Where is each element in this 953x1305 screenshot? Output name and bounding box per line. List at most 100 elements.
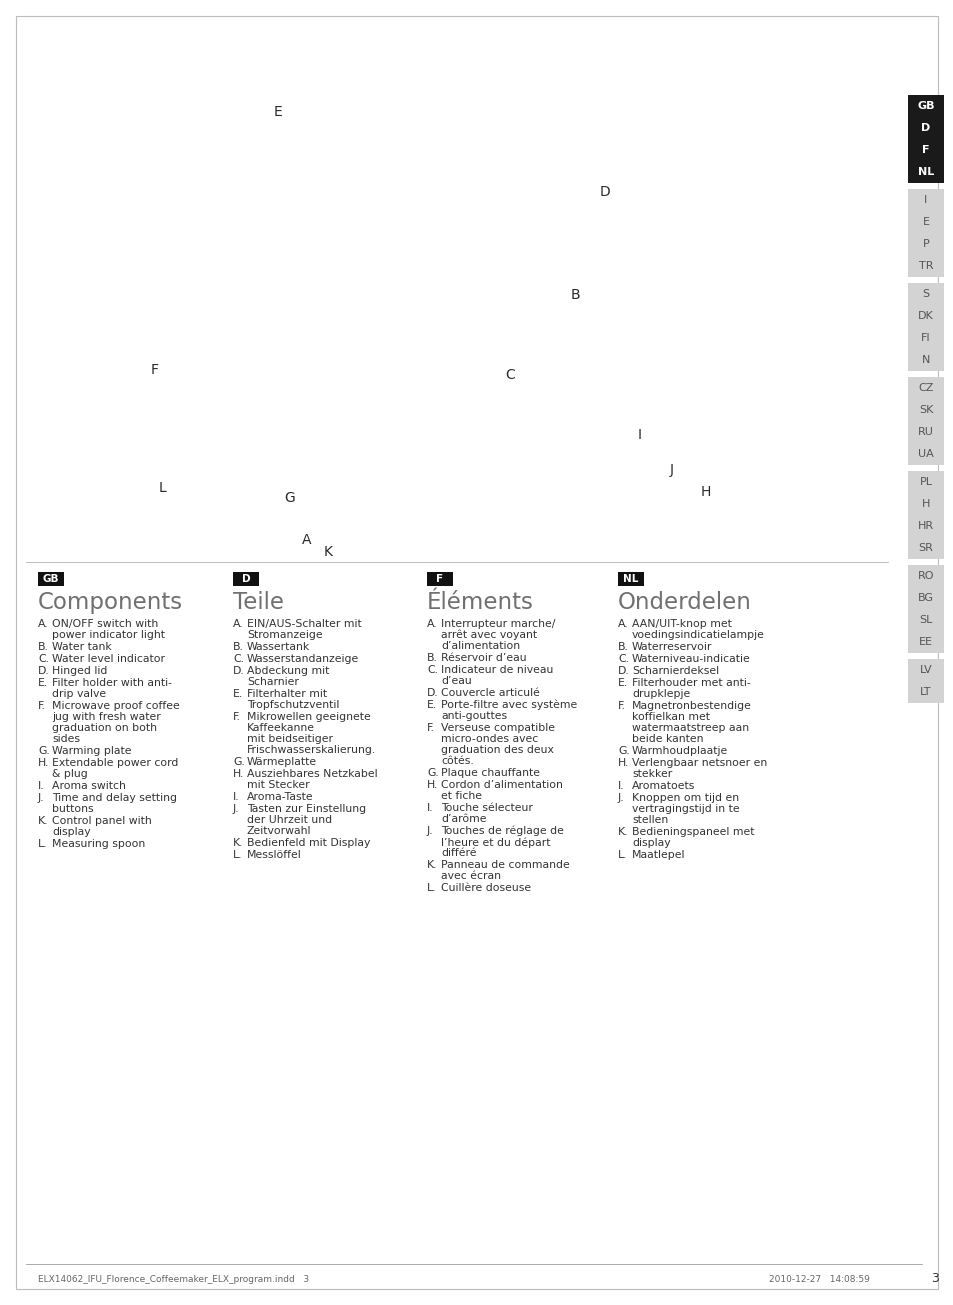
Text: A.: A.: [618, 619, 628, 629]
Text: d’arôme: d’arôme: [440, 814, 486, 823]
Text: E.: E.: [38, 679, 49, 688]
Text: 3: 3: [930, 1272, 938, 1285]
Text: drip valve: drip valve: [52, 689, 106, 699]
Bar: [233, 572, 258, 586]
Text: F: F: [436, 574, 443, 585]
Text: drupklepje: drupklepje: [631, 689, 690, 699]
Text: E: E: [922, 217, 928, 227]
Text: S: S: [922, 288, 928, 299]
Text: A.: A.: [38, 619, 49, 629]
Text: Mikrowellen geeignete: Mikrowellen geeignete: [247, 713, 371, 722]
Text: Messlöffel: Messlöffel: [247, 850, 301, 860]
Text: Indicateur de niveau: Indicateur de niveau: [440, 666, 553, 675]
Text: Components: Components: [38, 591, 183, 613]
Text: AAN/UIT-knop met: AAN/UIT-knop met: [631, 619, 731, 629]
Text: F.: F.: [233, 713, 240, 722]
Text: L.: L.: [427, 883, 436, 893]
Bar: [618, 572, 643, 586]
Text: Bedienfeld mit Display: Bedienfeld mit Display: [247, 838, 370, 848]
Text: anti-gouttes: anti-gouttes: [440, 711, 507, 720]
Text: J.: J.: [427, 826, 434, 837]
Text: H.: H.: [427, 780, 438, 790]
Text: graduation des deux: graduation des deux: [440, 745, 554, 756]
Text: & plug: & plug: [52, 769, 88, 779]
Text: H: H: [700, 485, 710, 499]
Text: koffielkan met: koffielkan met: [631, 713, 709, 722]
Text: Verseuse compatible: Verseuse compatible: [440, 723, 555, 733]
Text: LV: LV: [919, 666, 931, 675]
Text: K.: K.: [618, 827, 628, 837]
Text: I: I: [923, 194, 926, 205]
Text: DK: DK: [917, 311, 933, 321]
Text: Extendable power cord: Extendable power cord: [52, 758, 178, 769]
Text: F: F: [151, 363, 159, 377]
Text: FI: FI: [921, 333, 930, 343]
Text: vertragingstijd in te: vertragingstijd in te: [631, 804, 739, 814]
Text: display: display: [52, 827, 91, 837]
Text: Frischwasserskalierung.: Frischwasserskalierung.: [247, 745, 375, 756]
Text: ON/OFF switch with: ON/OFF switch with: [52, 619, 158, 629]
Text: Éléments: Éléments: [427, 591, 534, 613]
Text: D.: D.: [427, 688, 438, 698]
Text: stellen: stellen: [631, 816, 667, 825]
Text: Filterhalter mit: Filterhalter mit: [247, 689, 327, 699]
Text: Hinged lid: Hinged lid: [52, 666, 108, 676]
Text: watermaatstreep aan: watermaatstreep aan: [631, 723, 748, 733]
Text: l’heure et du départ: l’heure et du départ: [440, 837, 550, 847]
Text: N: N: [921, 355, 929, 365]
Text: Verlengbaar netsnoer en: Verlengbaar netsnoer en: [631, 758, 766, 769]
Text: d’eau: d’eau: [440, 676, 471, 686]
Text: Onderdelen: Onderdelen: [618, 591, 751, 613]
Text: I.: I.: [38, 780, 45, 791]
Text: D: D: [921, 123, 929, 133]
Text: Panneau de commande: Panneau de commande: [440, 860, 569, 870]
Text: mit Stecker: mit Stecker: [247, 780, 310, 790]
Text: Couvercle articulé: Couvercle articulé: [440, 688, 539, 698]
Text: J.: J.: [233, 804, 239, 814]
Text: H.: H.: [233, 769, 244, 779]
Text: Interrupteur marche/: Interrupteur marche/: [440, 619, 555, 629]
Text: H: H: [921, 499, 929, 509]
Text: Water tank: Water tank: [52, 642, 112, 652]
Bar: [907, 189, 943, 277]
Text: Waterreservoir: Waterreservoir: [631, 642, 712, 652]
Text: B.: B.: [618, 642, 628, 652]
Text: RU: RU: [917, 427, 933, 437]
Text: PL: PL: [919, 478, 931, 487]
Text: F.: F.: [427, 723, 435, 733]
Text: G: G: [284, 491, 295, 505]
Text: C.: C.: [233, 654, 244, 664]
Text: K.: K.: [427, 860, 437, 870]
Text: power indicator light: power indicator light: [52, 630, 165, 639]
Text: beide kanten: beide kanten: [631, 733, 702, 744]
Text: Filter holder with anti-: Filter holder with anti-: [52, 679, 172, 688]
Text: Control panel with: Control panel with: [52, 816, 152, 826]
Text: L.: L.: [618, 850, 627, 860]
Text: arrêt avec voyant: arrêt avec voyant: [440, 630, 537, 641]
Text: Stromanzeige: Stromanzeige: [247, 630, 322, 639]
Text: E.: E.: [233, 689, 243, 699]
Text: D: D: [599, 185, 610, 198]
Text: I: I: [638, 428, 641, 442]
Text: Tropfschutzventil: Tropfschutzventil: [247, 699, 339, 710]
Text: Abdeckung mit: Abdeckung mit: [247, 666, 329, 676]
Text: F.: F.: [618, 701, 625, 711]
Text: Cuillère doseuse: Cuillère doseuse: [440, 883, 531, 893]
Text: L: L: [159, 482, 167, 495]
Text: P: P: [922, 239, 928, 249]
Text: Wassertank: Wassertank: [247, 642, 310, 652]
Text: Scharnier: Scharnier: [247, 677, 298, 686]
Text: B.: B.: [233, 642, 244, 652]
Text: Touches de réglage de: Touches de réglage de: [440, 826, 563, 837]
Text: A.: A.: [427, 619, 437, 629]
Text: SR: SR: [918, 543, 932, 553]
Text: EE: EE: [918, 637, 932, 647]
Text: Bedieningspaneel met: Bedieningspaneel met: [631, 827, 754, 837]
Text: Maatlepel: Maatlepel: [631, 850, 685, 860]
Text: Touche sélecteur: Touche sélecteur: [440, 803, 533, 813]
Text: Measuring spoon: Measuring spoon: [52, 839, 145, 850]
Text: micro-ondes avec: micro-ondes avec: [440, 733, 537, 744]
Text: stekker: stekker: [631, 769, 672, 779]
Text: A.: A.: [233, 619, 243, 629]
Text: L.: L.: [38, 839, 48, 850]
